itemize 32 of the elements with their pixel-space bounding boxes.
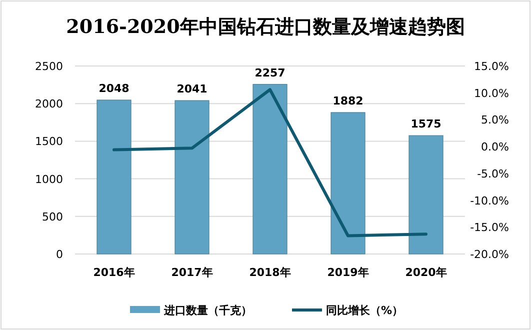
bar [252, 84, 288, 254]
y-tick-label: 2000 [35, 98, 63, 111]
y2-tick-label: -10.0% [470, 194, 509, 208]
y2-tick-label: 0.0% [481, 140, 509, 154]
bar [174, 100, 210, 254]
y2-tick-label: 15.0% [474, 60, 509, 73]
y2-tick-label: 5.0% [481, 114, 509, 127]
y2-tick-label: -5.0% [477, 167, 509, 180]
data-label: 2041 [176, 82, 208, 96]
y-tick-label: 1000 [35, 172, 63, 186]
y2-tick-label: -15.0% [470, 221, 509, 234]
chart-title: 2016-2020年中国钻石进口数量及增速趋势图 [66, 16, 465, 38]
x-tick-label: 2016年 [93, 266, 135, 279]
x-tick-label: 2017年 [171, 266, 213, 279]
y-tick-label: 0 [56, 248, 63, 261]
y-tick-label: 2500 [35, 60, 63, 73]
data-label: 1575 [410, 118, 442, 131]
bar [96, 100, 132, 254]
x-tick-label: 2019年 [327, 266, 369, 279]
data-label: 1882 [332, 94, 364, 108]
legend-label: 同比增长（%） [326, 304, 404, 317]
data-label: 2257 [254, 66, 286, 80]
y2-tick-label: -20.0% [470, 248, 509, 261]
bar [408, 135, 444, 254]
x-tick-label: 2020年 [405, 266, 447, 279]
x-tick-label: 2018年 [249, 266, 291, 279]
bar [330, 112, 366, 254]
legend-label: 进口数量（千克） [163, 304, 252, 317]
y2-tick-label: 10.0% [474, 86, 509, 100]
y-tick-label: 500 [42, 210, 63, 224]
y-tick-label: 1500 [35, 135, 63, 148]
data-label: 2048 [98, 82, 130, 95]
